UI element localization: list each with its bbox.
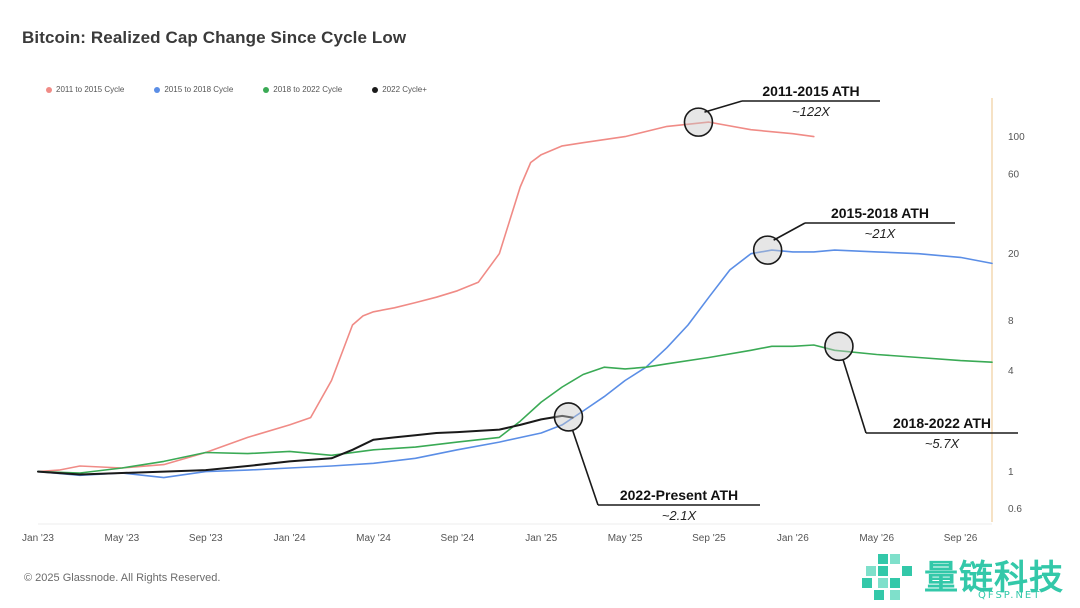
chart-title: Bitcoin: Realized Cap Change Since Cycle…	[22, 28, 407, 47]
annotation-value: ~5.7X	[925, 436, 961, 451]
series-line-1	[37, 249, 993, 479]
y-tick-label: 4	[1008, 366, 1014, 377]
legend-dot-2018-2022	[263, 86, 270, 93]
series-line-3	[37, 414, 574, 476]
legend: 2011 to 2015 Cycle 2015 to 2018 Cycle 20…	[46, 85, 427, 94]
series-line-0	[37, 121, 815, 473]
y-tick-label: 8	[1008, 316, 1014, 327]
annotation-leader	[571, 429, 599, 506]
x-tick-label: May '24	[356, 533, 391, 544]
series-line-2	[37, 344, 993, 474]
x-tick-label: May '23	[105, 533, 140, 544]
y-tick-label: 1	[1008, 467, 1014, 478]
annotation-circle	[752, 235, 783, 265]
x-tick-label: Jan '24	[274, 533, 306, 544]
brand-name: 量链科技	[924, 558, 1064, 598]
annotation-circle	[553, 402, 584, 432]
legend-item-2022-plus[interactable]: 2022 Cycle+	[372, 85, 427, 94]
brand-logo: 量链科技 QFSP.NET	[860, 548, 1080, 606]
legend-item-2015-2018[interactable]: 2015 to 2018 Cycle	[154, 85, 233, 94]
annotation-title: 2018-2022 ATH	[893, 415, 991, 431]
annotation-title: 2011-2015 ATH	[762, 83, 859, 99]
legend-dot-2011-2015	[46, 86, 52, 93]
annotation-circle	[683, 107, 714, 137]
legend-label-2015-2018: 2015 to 2018 Cycle	[164, 85, 234, 94]
y-tick-label: 0.6	[1008, 504, 1022, 515]
legend-label-2022-plus: 2022 Cycle+	[382, 85, 427, 94]
legend-dot-2015-2018	[154, 86, 161, 93]
brand-mark-icon	[862, 554, 912, 600]
x-tick-label: Sep '25	[692, 533, 726, 544]
annotation-leader	[842, 359, 867, 434]
legend-item-2018-2022[interactable]: 2018 to 2022 Cycle	[263, 85, 342, 94]
annotation-title: 2022-Present ATH	[620, 487, 738, 503]
x-tick-label: Sep '26	[944, 533, 978, 544]
y-tick-label: 60	[1008, 169, 1020, 180]
x-tick-label: Sep '23	[189, 533, 223, 544]
x-tick-label: Jan '26	[777, 533, 809, 544]
brand-subtitle: QFSP.NET	[978, 590, 1042, 601]
annotation-value: ~2.1X	[662, 508, 698, 523]
annotation-title: 2015-2018 ATH	[831, 205, 929, 221]
x-tick-label: Jan '23	[22, 533, 54, 544]
y-tick-label: 20	[1008, 249, 1020, 260]
x-tick-label: May '25	[608, 533, 643, 544]
annotation-circle	[824, 331, 854, 362]
annotation-value: ~21X	[865, 226, 897, 241]
x-tick-label: Sep '24	[441, 533, 475, 544]
legend-dot-2022-plus	[372, 86, 379, 93]
annotation-leader	[704, 100, 743, 113]
x-tick-label: Jan '25	[525, 533, 557, 544]
legend-label-2018-2022: 2018 to 2022 Cycle	[273, 85, 343, 94]
annotation-value: ~122X	[792, 104, 831, 119]
legend-label-2011-2015: 2011 to 2015 Cycle	[56, 85, 125, 94]
legend-item-2011-2015[interactable]: 2011 to 2015 Cycle	[46, 85, 124, 94]
annotation-leader	[773, 222, 806, 241]
copyright-footer: © 2025 Glassnode. All Rights Reserved.	[24, 572, 221, 584]
x-tick-label: May '26	[859, 533, 894, 544]
y-tick-label: 100	[1008, 132, 1025, 143]
